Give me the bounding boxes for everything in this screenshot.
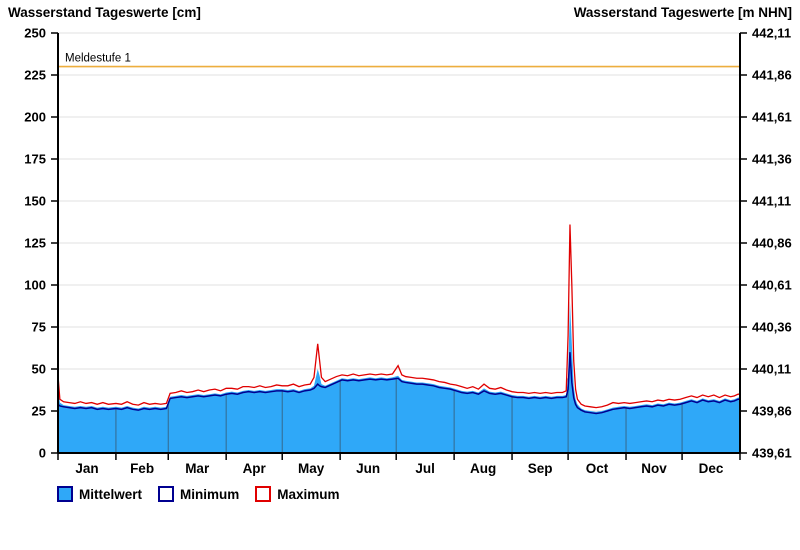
left-tick-label: 50 [32,362,46,377]
month-label: Jan [75,461,98,476]
month-label: Nov [641,461,667,476]
legend-label: Minimum [180,486,240,502]
month-label: Apr [243,461,267,476]
month-label: Mar [185,461,210,476]
right-tick-label: 440,11 [752,362,791,377]
right-tick-label: 441,86 [752,68,792,83]
month-label: Dec [699,461,724,476]
threshold-meldestufe: Meldestufe 1 [58,53,740,68]
left-tick-label: 125 [24,236,46,251]
left-tick-label: 75 [32,320,46,335]
horizontal-gridlines [58,32,740,412]
legend-item-minimum: Minimum [158,486,239,502]
right-tick-label: 440,86 [752,236,792,251]
left-tick-label: 200 [24,110,46,125]
right-tick-label: 439,86 [752,404,792,419]
legend-item-maximum: Maximum [255,486,340,502]
left-tick-label: 175 [24,152,46,167]
left-tick-label: 0 [39,446,46,461]
left-axis-ticks: 0 25 50 75 100 125 150 175 200 225 250 [24,26,58,461]
right-tick-label: 441,61 [752,110,792,125]
right-tick-label: 440,61 [752,278,792,293]
right-axis-ticks: 439,61 439,86 440,11 440,36 440,61 440,86 441,… [740,26,792,461]
left-tick-label: 250 [24,26,46,41]
left-tick-label: 150 [24,194,46,209]
minimum-line [57,352,740,415]
legend-label: Mittelwert [79,486,143,502]
month-label: Feb [130,461,154,476]
maximum-line [57,224,740,409]
month-separators [115,377,683,453]
chart-title-right: Wasserstand Tageswerte [m NHN] [573,5,792,20]
chart-title-left: Wasserstand Tageswerte [cm] [8,5,201,20]
month-label: Oct [586,461,609,476]
month-label: Aug [470,461,496,476]
right-tick-label: 441,36 [752,152,792,167]
month-label: May [298,461,325,476]
maximum-swatch-icon [255,486,272,502]
mean-area [58,301,740,453]
legend-label: Maximum [277,486,340,502]
right-tick-label: 440,36 [752,320,792,335]
chart-legend: Mittelwert Minimum Maximum [57,486,340,502]
right-tick-label: 442,11 [752,26,791,41]
mean-swatch-icon [57,486,73,502]
month-label: Jun [356,461,380,476]
left-tick-label: 225 [24,68,46,83]
month-label: Jul [415,461,435,476]
left-tick-label: 25 [32,404,46,419]
right-tick-label: 441,11 [752,194,791,209]
left-tick-label: 100 [24,278,46,293]
threshold-label: Meldestufe 1 [65,53,131,65]
month-axis: Jan Feb Mar Apr May Jun Jul Aug Sep Oct Nov Dec [57,453,741,476]
minimum-swatch-icon [158,486,175,502]
month-label: Sep [528,461,553,476]
legend-item-mittelwert: Mittelwert [57,486,142,502]
right-tick-label: 439,61 [752,446,792,461]
